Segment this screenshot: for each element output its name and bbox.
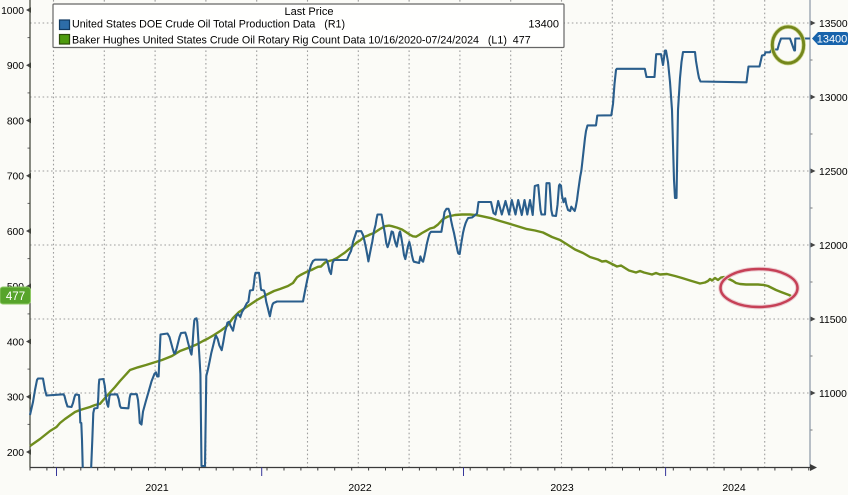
svg-text:2024: 2024 xyxy=(722,482,746,494)
svg-text:13500: 13500 xyxy=(819,19,848,30)
svg-text:600: 600 xyxy=(7,227,24,238)
svg-text:12500: 12500 xyxy=(819,167,848,178)
svg-text:1000: 1000 xyxy=(1,6,24,17)
svg-text:2022: 2022 xyxy=(348,482,372,494)
svg-text:400: 400 xyxy=(7,337,24,348)
svg-text:12000: 12000 xyxy=(819,241,848,252)
svg-text:11500: 11500 xyxy=(819,315,847,326)
svg-text:13400: 13400 xyxy=(817,34,848,46)
svg-text:200: 200 xyxy=(7,448,24,459)
svg-text:900: 900 xyxy=(7,61,24,72)
svg-text:13400: 13400 xyxy=(528,19,559,31)
svg-text:2023: 2023 xyxy=(550,482,574,494)
svg-text:11000: 11000 xyxy=(819,389,847,400)
svg-text:477: 477 xyxy=(6,291,25,303)
svg-text:13000: 13000 xyxy=(819,93,848,104)
svg-text:700: 700 xyxy=(7,172,24,183)
svg-text:800: 800 xyxy=(7,116,24,127)
svg-text:Baker Hughes United States Cru: Baker Hughes United States Crude Oil Rot… xyxy=(72,35,531,47)
svg-text:2021: 2021 xyxy=(145,482,169,494)
svg-text:300: 300 xyxy=(7,393,24,404)
svg-text:Last Price: Last Price xyxy=(285,6,334,18)
svg-text:United States DOE Crude Oil To: United States DOE Crude Oil Total Produc… xyxy=(72,19,345,31)
